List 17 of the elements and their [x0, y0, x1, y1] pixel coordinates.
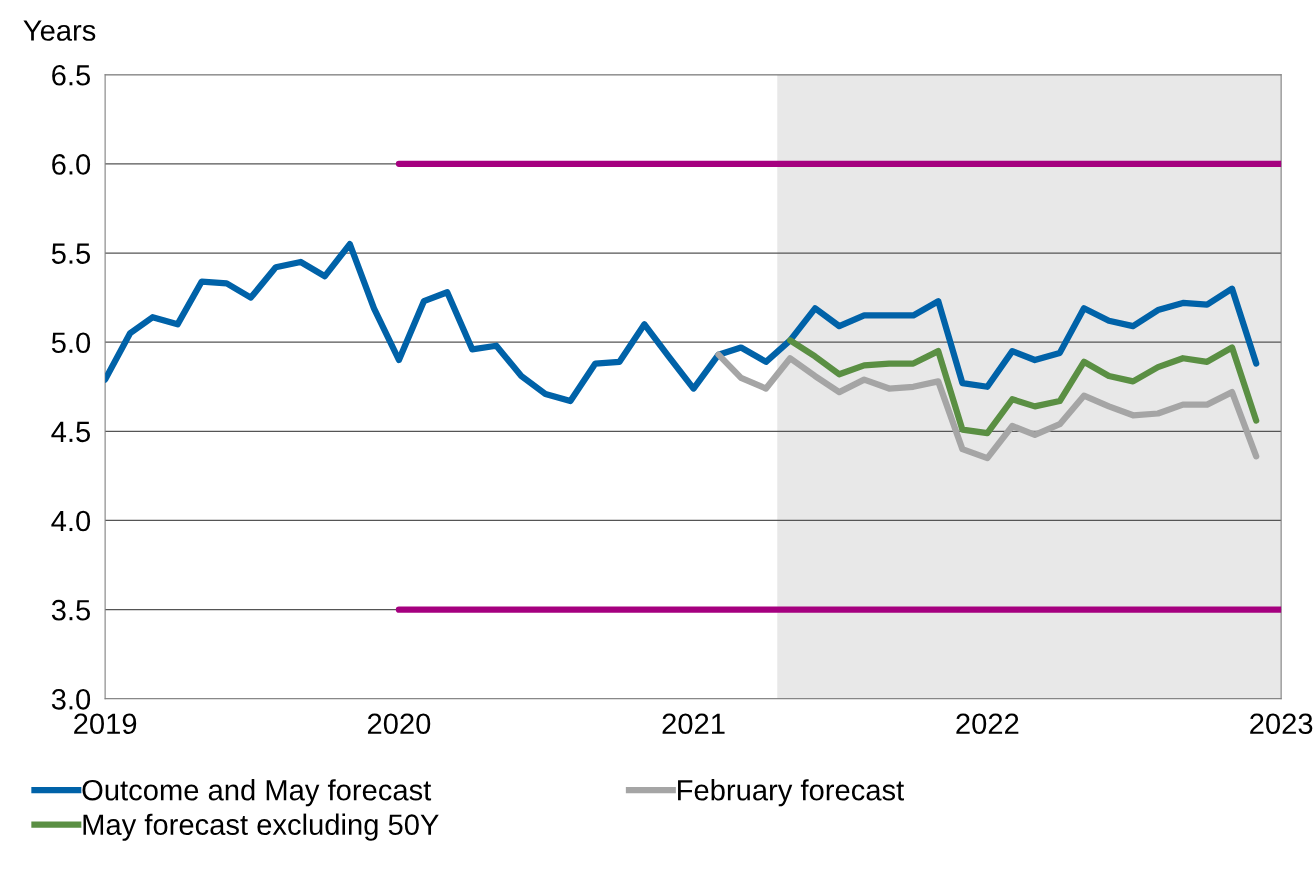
x-tick-label: 2023 [1250, 713, 1313, 735]
y-tick-label: 4.0 [51, 510, 91, 532]
x-tick-label: 2021 [662, 713, 725, 735]
y-tick-label: 5.0 [51, 332, 91, 354]
y-tick-label: 4.5 [51, 421, 91, 443]
y-tick-label: 6.5 [52, 64, 91, 86]
x-tick-label: 2022 [956, 713, 1019, 735]
y-tick-label: 3.0 [51, 689, 91, 710]
y-tick-label: 5.5 [51, 243, 91, 264]
y-tick-label: 6.0 [52, 154, 91, 175]
x-tick-label: 2019 [74, 713, 137, 735]
y-axis-title: Years [23, 20, 96, 41]
x-tick-label: 2020 [367, 713, 431, 735]
legend-label: February forecast [678, 779, 904, 807]
legend-label: May forecast excluding 50Y [83, 813, 439, 841]
legend-label: Outcome and May forecast [82, 779, 432, 807]
y-tick-label: 3.5 [51, 599, 91, 621]
